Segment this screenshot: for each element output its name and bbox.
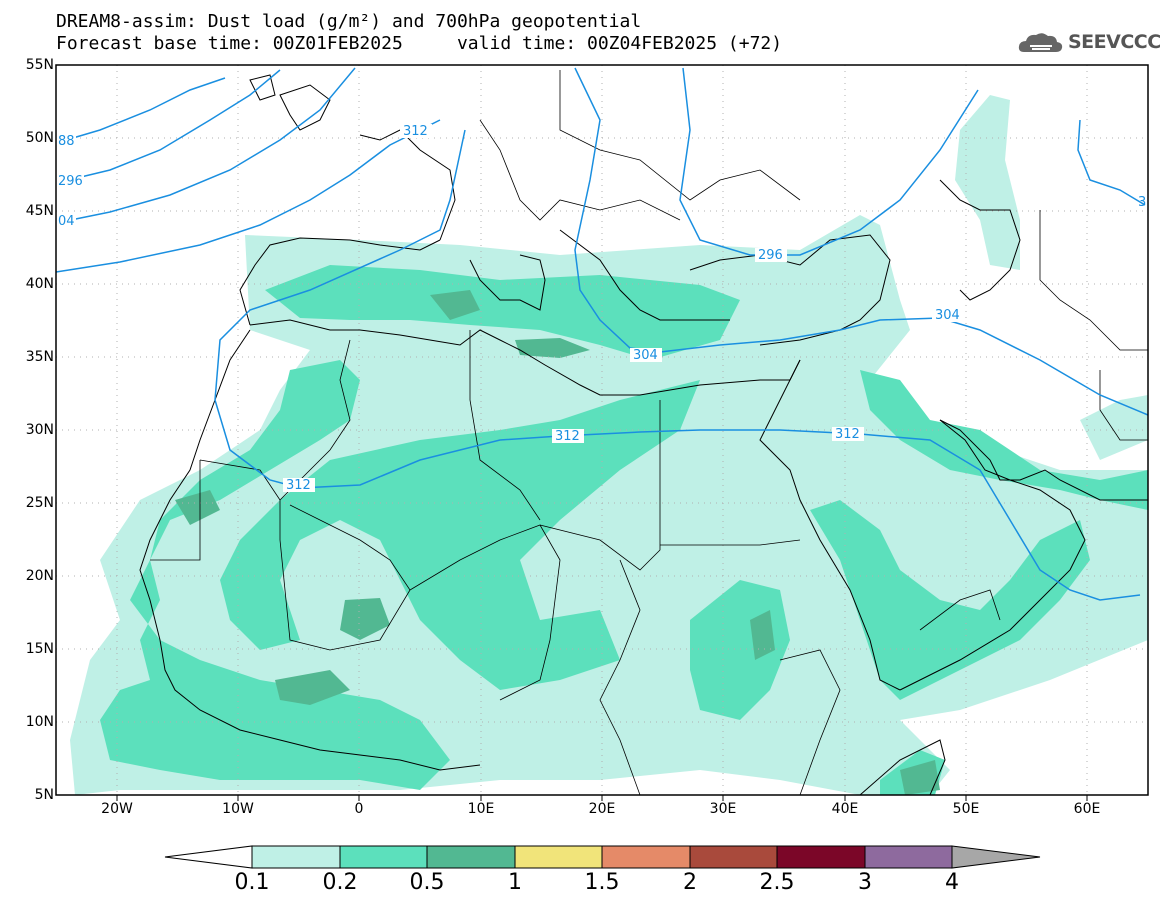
colorbar [164, 845, 1041, 869]
colorbar-segment [251, 845, 341, 869]
svg-text:296: 296 [58, 174, 83, 189]
lat-label: 40N [25, 276, 54, 292]
colorbar-label: 4 [945, 870, 959, 895]
forecast-time-line: Forecast base time: 00Z01FEB2025 valid t… [56, 33, 783, 54]
lat-label: 10N [25, 714, 54, 730]
colorbar-segment [514, 845, 603, 869]
colorbar-segment [864, 845, 953, 869]
lat-label: 20N [25, 568, 54, 584]
lat-label: 30N [25, 422, 54, 438]
colorbar-label: 0.2 [322, 870, 358, 895]
colorbar-low-arrow [164, 845, 253, 869]
lon-label: 0 [354, 801, 364, 817]
cloud-icon [1018, 33, 1063, 52]
lon-label: 50E [952, 801, 980, 817]
lon-label: 30E [709, 801, 737, 817]
lat-label: 15N [25, 641, 54, 657]
svg-text:304: 304 [935, 308, 960, 323]
lon-label: 60E [1073, 801, 1101, 817]
map-title: DREAM8-assim: Dust load (g/m²) and 700hP… [56, 11, 642, 32]
colorbar-segment [776, 845, 866, 869]
svg-text:312: 312 [835, 427, 860, 442]
lat-label: 50N [25, 130, 54, 146]
lon-label: 20E [588, 801, 616, 817]
logo-text: SEEVCCC [1068, 31, 1161, 53]
colorbar-segment [689, 845, 778, 869]
colorbar-segment [426, 845, 516, 869]
colorbar-label: 1 [508, 870, 522, 895]
graticule [56, 65, 1148, 795]
dust-shading [70, 95, 1148, 795]
lon-label: 40E [831, 801, 859, 817]
colorbar-segment [601, 845, 691, 869]
contour-labels: 312 296 304 88 296 04 304 312 312 312 3 [56, 124, 1146, 493]
country-borders [150, 70, 1148, 796]
colorbar-label: 1.5 [584, 870, 620, 895]
colorbar-label: 3 [858, 870, 872, 895]
lon-label: 10W [222, 801, 254, 817]
svg-text:3: 3 [1138, 195, 1146, 210]
svg-text:312: 312 [403, 124, 428, 139]
lat-label: 35N [25, 349, 54, 365]
lat-label: 5N [34, 787, 54, 803]
geopotential-contours [55, 67, 1149, 601]
lat-label: 25N [25, 495, 54, 511]
colorbar-label: 2 [683, 870, 697, 895]
lat-label: 45N [25, 203, 54, 219]
svg-text:296: 296 [758, 248, 783, 263]
colorbar-high-arrow [951, 845, 1041, 869]
colorbar-label: 0.5 [409, 870, 445, 895]
coastlines [139, 74, 1148, 796]
lon-label: 20W [101, 801, 133, 817]
svg-text:304: 304 [633, 348, 658, 363]
svg-text:04: 04 [58, 214, 75, 229]
svg-text:88: 88 [58, 134, 75, 149]
colorbar-segment [339, 845, 428, 869]
colorbar-label: 2.5 [759, 870, 795, 895]
svg-text:312: 312 [286, 478, 311, 493]
lat-label: 55N [25, 57, 54, 73]
lon-label: 10E [467, 801, 495, 817]
svg-text:312: 312 [555, 429, 580, 444]
colorbar-label: 0.1 [234, 870, 270, 895]
